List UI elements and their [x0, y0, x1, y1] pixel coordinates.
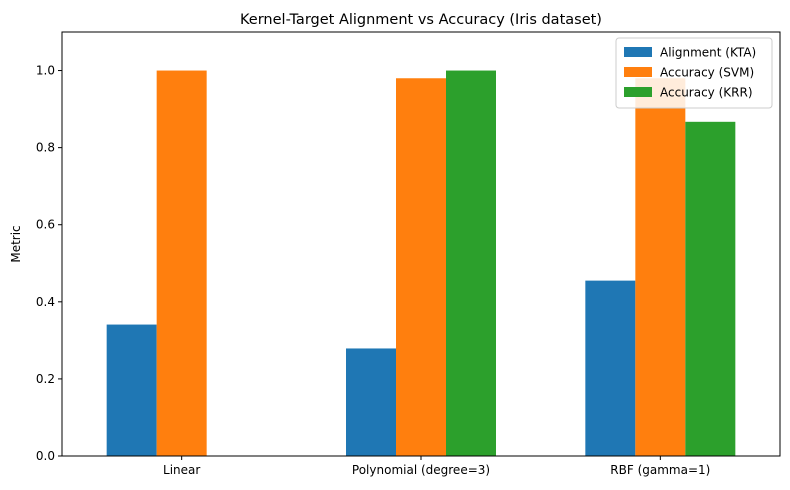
legend-label: Alignment (KTA)	[660, 46, 756, 60]
legend-box	[615, 37, 773, 109]
chart-title: Kernel-Target Alignment vs Accuracy (Iri…	[240, 12, 602, 28]
legend-swatch	[624, 47, 652, 57]
y-tick-label: 1.0	[36, 64, 55, 78]
legend: Alignment (KTA) Accuracy (SVM) Accuracy (K…	[615, 37, 773, 109]
legend-label: Accuracy (KRR)	[660, 86, 753, 100]
bar-accuracy-svm-2	[635, 78, 686, 456]
legend-label: Accuracy (SVM)	[660, 66, 754, 80]
y-axis-title: Metric	[9, 225, 23, 262]
bar-accuracy-krr-1	[446, 70, 496, 456]
bar-alignment-kta-1	[346, 348, 396, 456]
y-tick-label: 0.0	[36, 449, 55, 463]
y-tick-label: 0.6	[36, 218, 55, 232]
y-tick-label: 0.2	[36, 372, 55, 386]
bar-accuracy-svm-1	[396, 78, 446, 456]
y-tick-label: 0.4	[36, 295, 55, 309]
x-tick-label: RBF (gamma=1)	[610, 463, 710, 477]
axes-group: 0.0 0.2 0.4 0.6 0.8 1.0 Linear Polynomial (degr…	[36, 31, 781, 477]
legend-swatch	[624, 67, 652, 77]
legend-swatch	[624, 87, 652, 97]
bar-accuracy-krr-2	[685, 121, 736, 456]
y-tick-label: 0.8	[36, 141, 55, 155]
bar-accuracy-svm-0	[156, 70, 207, 456]
x-tick-label: Polynomial (degree=3)	[352, 463, 490, 477]
bar-alignment-kta-2	[585, 280, 636, 456]
bars-group	[106, 70, 736, 456]
bar-alignment-kta-0	[106, 324, 157, 456]
x-tick-label: Linear	[163, 463, 200, 477]
